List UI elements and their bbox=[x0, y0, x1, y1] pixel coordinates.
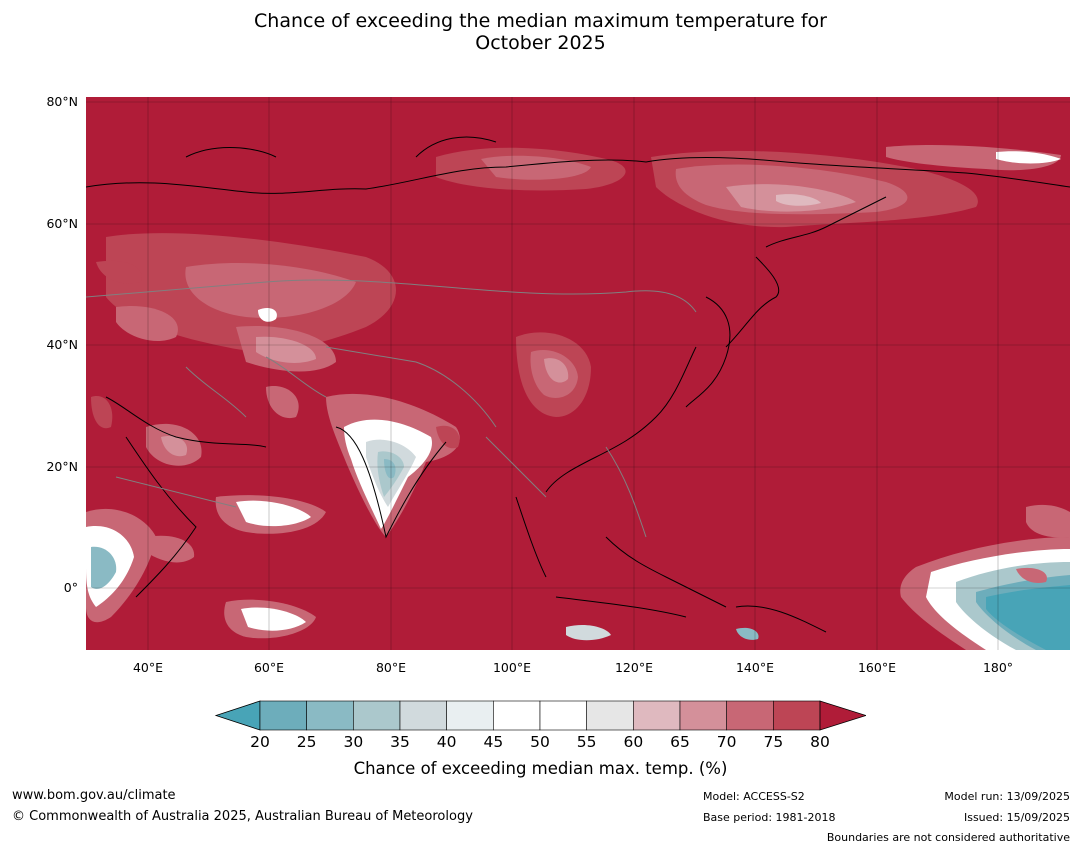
colorbar-title: Chance of exceeding median max. temp. (%… bbox=[353, 759, 728, 778]
siberia-band bbox=[436, 144, 1061, 228]
colorbar-cell bbox=[493, 700, 541, 731]
colorbar-cell bbox=[773, 700, 821, 731]
colorbar-cell bbox=[586, 700, 634, 731]
lat-tick-20n: 20°N bbox=[46, 459, 78, 474]
colorbar-cell bbox=[399, 700, 447, 731]
map-canvas bbox=[86, 97, 1070, 650]
colorbar-tick-label: 80 bbox=[810, 733, 830, 751]
colorbar-cell bbox=[446, 700, 494, 731]
footer-model: Model: ACCESS-S2 bbox=[703, 790, 805, 803]
lon-tick-180: 180° bbox=[982, 660, 1014, 675]
colorbar-tick-label: 25 bbox=[296, 733, 317, 751]
lat-tick-60n: 60°N bbox=[46, 216, 78, 231]
arabia-africa-patch bbox=[86, 396, 326, 639]
colorbar-tick-label: 75 bbox=[763, 733, 784, 751]
colorbar-tick-label: 35 bbox=[390, 733, 410, 751]
colorbar-cell bbox=[259, 700, 307, 731]
title-line-2: October 2025 bbox=[475, 32, 606, 54]
lon-tick-100e: 100°E bbox=[492, 660, 531, 675]
lat-tick-0: 0° bbox=[63, 580, 78, 595]
lat-tick-40n: 40°N bbox=[46, 337, 78, 352]
china-patch bbox=[516, 332, 591, 417]
central-asia-patch bbox=[96, 233, 396, 466]
colorbar-cell bbox=[726, 700, 774, 731]
pacific-cool-patch bbox=[900, 504, 1070, 650]
colorbar-tick-label: 55 bbox=[576, 733, 597, 751]
title-line-1: Chance of exceeding the median maximum t… bbox=[254, 10, 827, 32]
colorbar-tick-label: 30 bbox=[343, 733, 364, 751]
colorbar-extend-high bbox=[819, 700, 866, 731]
lon-tick-160e: 160°E bbox=[857, 660, 896, 675]
colorbar-tick-label: 60 bbox=[623, 733, 644, 751]
colorbar-tick-label: 40 bbox=[436, 733, 457, 751]
footer-base-period: Base period: 1981-2018 bbox=[703, 811, 836, 824]
lon-tick-120e: 120°E bbox=[614, 660, 653, 675]
lon-tick-60e: 60°E bbox=[253, 660, 285, 675]
lat-tick-80n: 80°N bbox=[46, 94, 78, 109]
map-title: Chance of exceeding the median maximum t… bbox=[0, 10, 1081, 54]
colorbar bbox=[214, 700, 866, 731]
colorbar-tick-label: 70 bbox=[716, 733, 737, 751]
colorbar-tick-label: 45 bbox=[483, 733, 504, 751]
footer-url[interactable]: www.bom.gov.au/climate bbox=[12, 788, 176, 803]
india-patch bbox=[326, 393, 460, 537]
colorbar-tick-label: 20 bbox=[250, 733, 270, 751]
footer-disclaimer: Boundaries are not considered authoritat… bbox=[826, 831, 1070, 844]
footer-issued: Issued: 15/09/2025 bbox=[963, 811, 1070, 824]
colorbar-tick-label: 50 bbox=[530, 733, 550, 751]
footer-model-run: Model run: 13/09/2025 bbox=[944, 790, 1070, 803]
colorbar-extend-low bbox=[214, 700, 261, 731]
colorbar-cell bbox=[679, 700, 727, 731]
colorbar-cell bbox=[306, 700, 354, 731]
lon-tick-40e: 40°E bbox=[132, 660, 164, 675]
colorbar-cell bbox=[353, 700, 401, 731]
colorbar-cell bbox=[633, 700, 681, 731]
footer-copyright: © Commonwealth of Australia 2025, Austra… bbox=[12, 809, 473, 824]
graticule bbox=[86, 97, 1070, 650]
forecast-map bbox=[86, 97, 1070, 650]
indonesia-patches bbox=[566, 624, 759, 641]
country-boundaries bbox=[86, 279, 697, 538]
colorbar-tick-label: 65 bbox=[670, 733, 690, 751]
lon-tick-140e: 140°E bbox=[735, 660, 774, 675]
lon-tick-80e: 80°E bbox=[375, 660, 407, 675]
coastlines bbox=[86, 136, 1070, 633]
colorbar-cells bbox=[214, 700, 866, 731]
colorbar-cell bbox=[539, 700, 587, 731]
